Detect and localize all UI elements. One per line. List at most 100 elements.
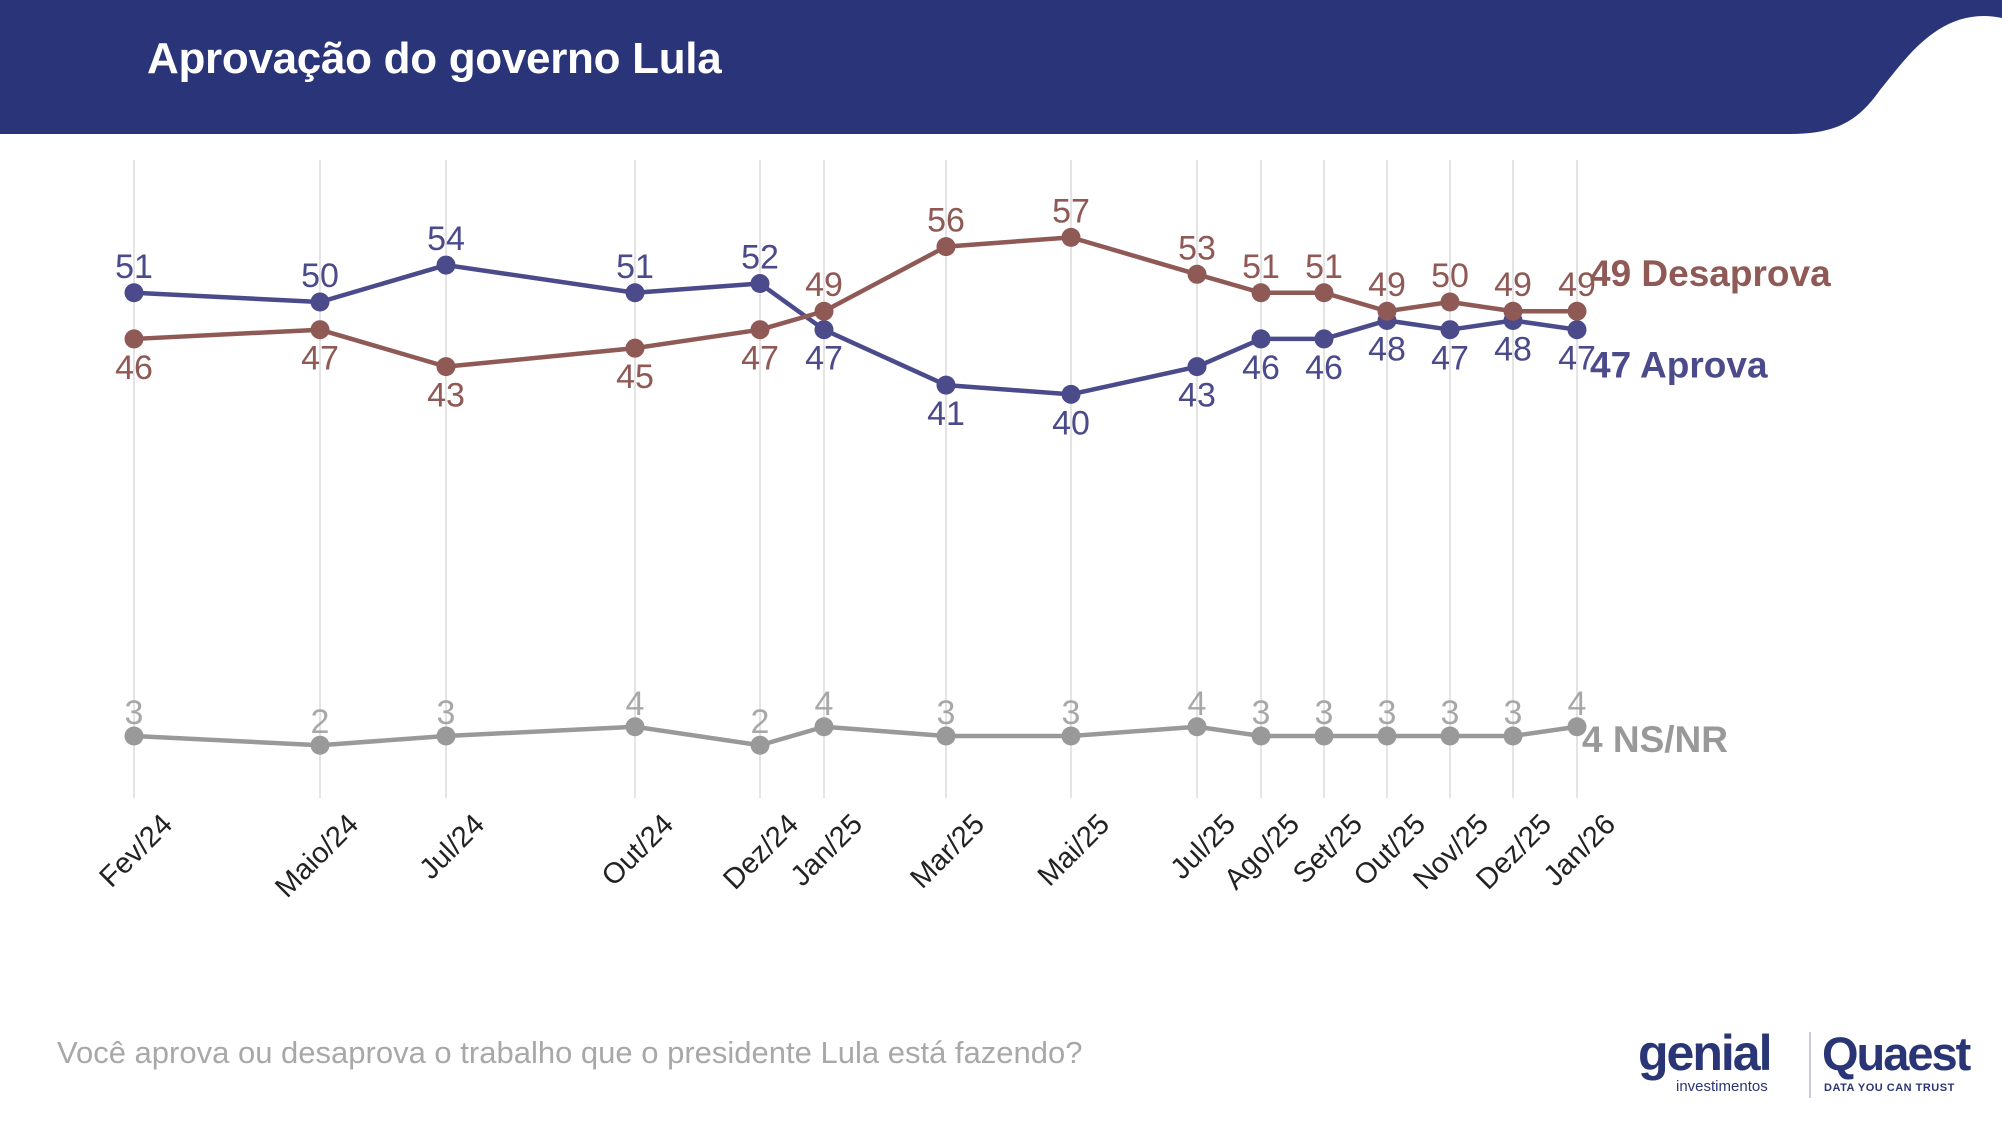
data-point (1567, 320, 1587, 340)
data-label: 47 (1431, 340, 1469, 378)
data-point (814, 301, 834, 321)
x-tick-label: Out/24 (596, 808, 680, 892)
data-point (936, 375, 956, 395)
data-point (1440, 320, 1460, 340)
x-tick-label: Fev/24 (94, 808, 179, 893)
data-point (1061, 227, 1081, 247)
data-point (1187, 357, 1207, 377)
data-label: 3 (1441, 694, 1460, 732)
data-point (625, 338, 645, 358)
data-point (750, 274, 770, 294)
data-label: 4 (626, 685, 645, 723)
data-label: 51 (616, 248, 654, 286)
x-tick-label: Jul/24 (414, 808, 491, 885)
x-tick-label: Mar/25 (904, 808, 990, 894)
data-point (1503, 726, 1523, 746)
data-point (625, 717, 645, 737)
data-label: 46 (1305, 349, 1343, 387)
genial-logo-subtitle: investimentos (1676, 1078, 1768, 1095)
data-point (436, 255, 456, 275)
data-label: 4 (1188, 685, 1207, 723)
data-label: 51 (115, 248, 153, 286)
data-point (814, 320, 834, 340)
data-label: 46 (115, 349, 153, 387)
series-line-desaprova (133, 235, 1577, 369)
data-point (1187, 264, 1207, 284)
data-point (124, 726, 144, 746)
data-label: 49 (1558, 266, 1596, 304)
quaest-logo: Quaest (1822, 1027, 1971, 1080)
footer-logos: genial investimentos Quaest DATA YOU CAN… (1628, 1025, 1978, 1100)
data-point (310, 735, 330, 755)
data-point (1251, 329, 1271, 349)
data-point (625, 283, 645, 303)
data-label: 53 (1178, 229, 1216, 267)
data-label: 41 (927, 395, 965, 433)
data-point (1567, 717, 1587, 737)
data-label: 54 (427, 220, 465, 258)
data-label: 57 (1052, 192, 1090, 230)
data-point (1251, 726, 1271, 746)
header-background (0, 0, 2002, 134)
data-label: 48 (1368, 330, 1406, 368)
data-point (1314, 329, 1334, 349)
series-end-label: 4 NS/NR (1582, 719, 1728, 760)
data-label: 50 (1431, 257, 1469, 295)
data-label: 51 (1242, 248, 1280, 286)
survey-question: Você aprova ou desaprova o trabalho que … (57, 1035, 1083, 1070)
data-point (936, 726, 956, 746)
data-point (310, 320, 330, 340)
genial-logo: genial (1638, 1025, 1772, 1081)
data-point (1251, 283, 1271, 303)
data-point (310, 292, 330, 312)
data-label: 49 (805, 266, 843, 304)
page-title: Aprovação do governo Lula (147, 34, 722, 83)
data-label: 46 (1242, 349, 1280, 387)
header-shape (0, 0, 2002, 134)
data-label: 47 (741, 340, 779, 378)
x-tick-label: Maio/24 (269, 808, 365, 904)
header-banner: Aprovação do governo Lula (0, 0, 2002, 136)
data-label: 50 (301, 257, 339, 295)
data-point (124, 329, 144, 349)
data-point (814, 717, 834, 737)
data-label: 49 (1368, 266, 1406, 304)
data-point (1440, 726, 1460, 746)
data-point (436, 726, 456, 746)
data-label: 43 (427, 377, 465, 415)
data-point (936, 237, 956, 257)
data-point (1314, 283, 1334, 303)
data-label: 3 (1504, 694, 1523, 732)
data-label: 2 (751, 703, 770, 741)
data-label: 3 (1315, 694, 1334, 732)
data-label: 52 (741, 239, 779, 277)
x-tick-label: Jan/25 (785, 808, 869, 892)
data-label: 2 (311, 703, 330, 741)
data-label: 3 (937, 694, 956, 732)
data-label: 47 (1558, 340, 1596, 378)
data-point (750, 320, 770, 340)
data-label: 43 (1178, 377, 1216, 415)
series-line-aprova (133, 262, 1578, 397)
series-line-nsnr (133, 724, 1578, 748)
data-label: 47 (805, 340, 843, 378)
data-label: 4 (1568, 685, 1587, 723)
data-point (1377, 726, 1397, 746)
data-label: 40 (1052, 404, 1090, 442)
data-point (1187, 717, 1207, 737)
x-tick-label: Jan/26 (1538, 808, 1622, 892)
data-label: 3 (1378, 694, 1397, 732)
data-label: 47 (301, 340, 339, 378)
data-point (1314, 726, 1334, 746)
data-point (124, 283, 144, 303)
data-label: 4 (815, 685, 834, 723)
data-point (750, 735, 770, 755)
data-label: 49 (1494, 266, 1532, 304)
data-point (1503, 301, 1523, 321)
series-end-label: 49 Desaprova (1590, 253, 1831, 294)
data-point (1061, 384, 1081, 404)
data-point (1567, 301, 1587, 321)
data-point (1061, 726, 1081, 746)
data-label: 56 (927, 202, 965, 240)
